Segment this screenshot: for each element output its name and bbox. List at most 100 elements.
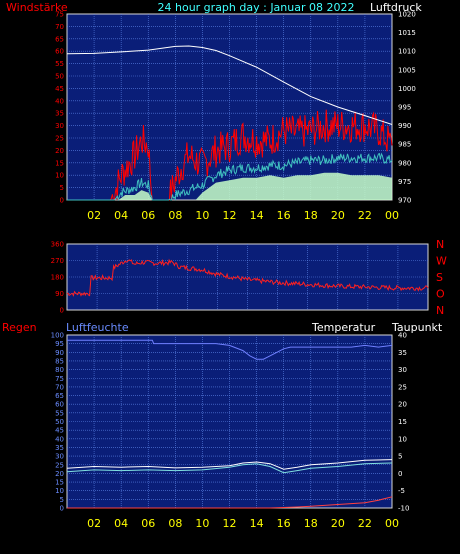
wind-axis-tick-label: 60 <box>55 48 64 56</box>
humidity-axis-tick-label: 20 <box>55 470 64 478</box>
temperature-axis-tick-label: 5 <box>398 453 402 461</box>
temp-humidity-x-tick-label: 22 <box>358 517 372 530</box>
wind-axis-tick-label: 35 <box>55 110 64 118</box>
compass-label: N <box>436 304 444 317</box>
pressure-axis-tick-label: 990 <box>398 122 411 130</box>
wind-axis-tick-label: 65 <box>55 35 64 43</box>
humidity-axis-tick-label: 25 <box>55 461 64 469</box>
pressure-axis-tick-label: 970 <box>398 197 411 205</box>
humidity-axis-tick-label: 0 <box>60 505 64 513</box>
compass-label: S <box>436 271 443 284</box>
wind-pressure-x-tick-label: 20 <box>331 209 345 222</box>
temperature-axis-tick-label: 35 <box>398 349 407 357</box>
rain-axis-title: Regen <box>2 321 37 334</box>
wind-pressure-x-tick-label: 08 <box>168 209 182 222</box>
direction-axis-tick-label: 0 <box>60 307 64 315</box>
direction-axis-tick-label: 90 <box>55 290 64 298</box>
pressure-axis-tick-label: 1005 <box>398 66 416 74</box>
humidity-axis-tick-label: 95 <box>55 340 64 348</box>
wind-pressure-x-tick-label: 06 <box>141 209 155 222</box>
wind-pressure-x-tick-label: 18 <box>304 209 318 222</box>
pressure-axis-tick-label: 985 <box>398 141 411 149</box>
temperature-axis-tick-label: 20 <box>398 401 407 409</box>
pressure-axis-tick-label: 1020 <box>398 11 416 19</box>
humidity-axis-tick-label: 40 <box>55 435 64 443</box>
temperature-axis-tick-label: 40 <box>398 332 407 340</box>
wind-pressure-x-tick-label: 02 <box>87 209 101 222</box>
wind-axis-tick-label: 0 <box>60 197 64 205</box>
humidity-axis-tick-label: 65 <box>55 392 64 400</box>
temp-humidity-x-tick-label: 18 <box>304 517 318 530</box>
dewpoint-axis-title: Taupunkt <box>391 321 443 334</box>
humidity-axis-tick-label: 90 <box>55 349 64 357</box>
temp-humidity-x-tick-label: 04 <box>114 517 128 530</box>
temp-humidity-x-tick-label: 14 <box>250 517 264 530</box>
humidity-axis-tick-label: 45 <box>55 427 64 435</box>
wind-direction-series <box>66 258 429 297</box>
wind-axis-tick-label: 75 <box>55 11 64 19</box>
temperature-axis-tick-label: -5 <box>398 487 405 495</box>
humidity-axis-tick-label: 80 <box>55 366 64 374</box>
temp-humidity-x-tick-label: 08 <box>168 517 182 530</box>
wind-axis-tick-label: 20 <box>55 147 64 155</box>
temperature-axis-tick-label: 0 <box>398 470 402 478</box>
direction-axis-tick-label: 180 <box>51 274 64 282</box>
wind-pressure-x-tick-label: 22 <box>358 209 372 222</box>
humidity-axis-tick-label: 35 <box>55 444 64 452</box>
temp-humidity-x-tick-label: 20 <box>331 517 345 530</box>
wind-axis-tick-label: 70 <box>55 23 64 31</box>
temp-humidity-x-tick-label: 10 <box>195 517 209 530</box>
wind-axis-tick-label: 55 <box>55 60 64 68</box>
wind-pressure-x-tick-label: 04 <box>114 209 128 222</box>
temp-humidity-x-tick-label: 12 <box>223 517 237 530</box>
humidity-axis-tick-label: 70 <box>55 383 64 391</box>
direction-axis-tick-label: 360 <box>51 241 64 249</box>
temperature-axis-tick-label: -10 <box>398 505 409 513</box>
pressure-axis-title: Luftdruck <box>370 1 422 14</box>
pressure-axis-tick-label: 1000 <box>398 85 416 93</box>
temp-humidity-x-tick-label: 02 <box>87 517 101 530</box>
temp-humidity-x-tick-label: 06 <box>141 517 155 530</box>
temperature-axis-tick-label: 10 <box>398 435 407 443</box>
compass-label: W <box>436 255 447 268</box>
temperature-axis-tick-label: 15 <box>398 418 407 426</box>
humidity-axis-title: Luftfeuchte <box>66 321 129 334</box>
temperature-series <box>66 459 393 470</box>
chart-title: 24 hour graph day : Januar 08 2022 <box>158 1 355 14</box>
wind-axis-tick-label: 5 <box>60 184 64 192</box>
dewpoint-series <box>66 462 393 474</box>
humidity-axis-tick-label: 15 <box>55 479 64 487</box>
temperature-axis-tick-label: 30 <box>398 366 407 374</box>
pressure-axis-tick-label: 1010 <box>398 48 416 56</box>
temp-humidity-x-tick-label: 00 <box>385 517 399 530</box>
direction-axis-tick-label: 270 <box>51 257 64 265</box>
pressure-axis-tick-label: 980 <box>398 159 411 167</box>
compass-label: N <box>436 238 444 251</box>
wind-pressure-x-tick-label: 12 <box>223 209 237 222</box>
humidity-axis-tick-label: 10 <box>55 487 64 495</box>
pressure-axis-tick-label: 975 <box>398 178 411 186</box>
humidity-series <box>67 339 393 360</box>
temperature-axis-tick-label: 25 <box>398 383 407 391</box>
wind-pressure-x-tick-label: 10 <box>195 209 209 222</box>
wind-axis-title: Windstärke <box>6 1 68 14</box>
temperature-axis-title: Temperatur <box>311 321 376 334</box>
humidity-axis-tick-label: 55 <box>55 409 64 417</box>
humidity-axis-tick-label: 30 <box>55 453 64 461</box>
wind-axis-tick-label: 15 <box>55 159 64 167</box>
wind-axis-tick-label: 10 <box>55 172 64 180</box>
wind-axis-tick-label: 30 <box>55 122 64 130</box>
wind-axis-tick-label: 25 <box>55 135 64 143</box>
wind-speed-series <box>67 109 393 201</box>
rain-series <box>67 496 393 509</box>
pressure-series <box>66 45 393 125</box>
humidity-axis-tick-label: 5 <box>60 496 64 504</box>
wind-minimum-area <box>67 172 392 200</box>
wind-average-series <box>67 152 393 202</box>
humidity-axis-tick-label: 85 <box>55 357 64 365</box>
wind-pressure-x-tick-label: 16 <box>277 209 291 222</box>
humidity-axis-tick-label: 75 <box>55 375 64 383</box>
humidity-axis-tick-label: 50 <box>55 418 64 426</box>
